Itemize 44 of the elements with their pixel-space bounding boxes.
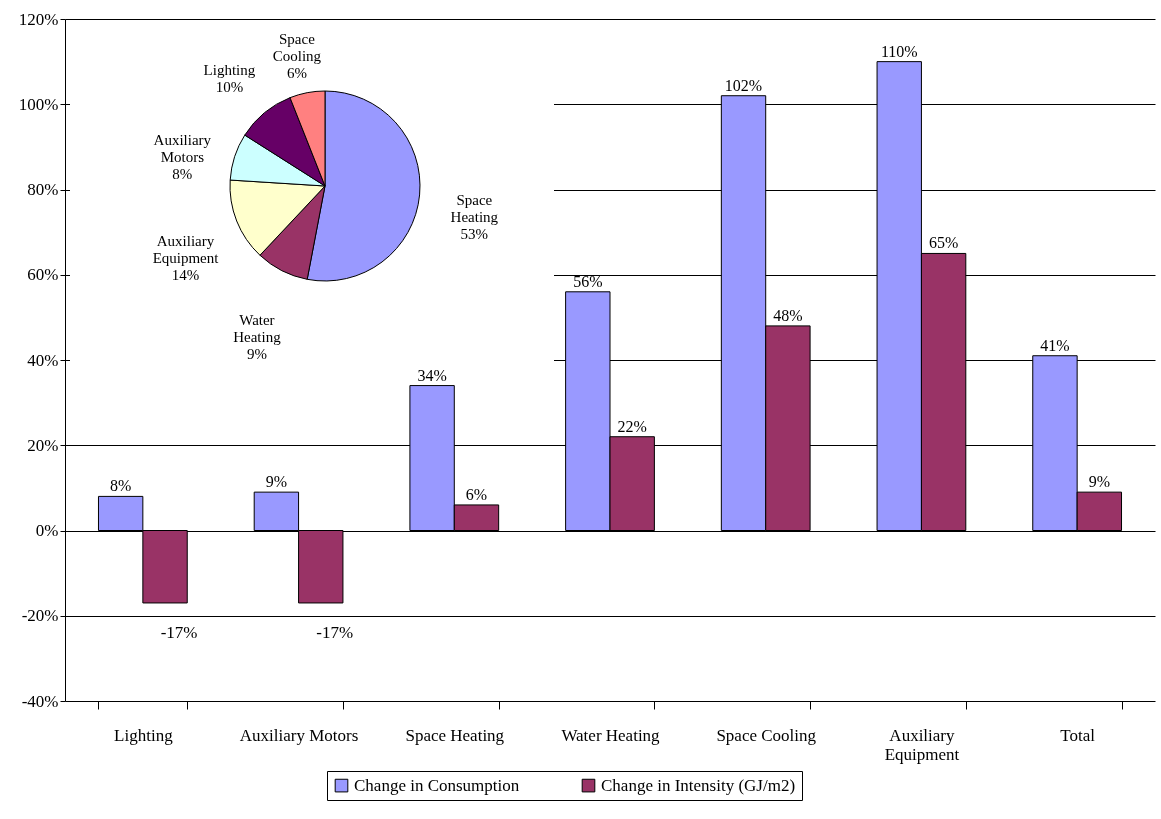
data-label: 14%	[171, 267, 200, 284]
data-label: 22%	[617, 417, 647, 435]
data-label: -17%	[316, 622, 354, 642]
x-tick-label: Space Heating	[405, 725, 505, 745]
slice-label: Water Heating	[233, 311, 282, 345]
y-tick-label: -20%	[21, 606, 59, 626]
data-label: 110%	[880, 42, 918, 60]
slice-label: Lighting	[203, 62, 256, 79]
y-tick-label: 0%	[35, 521, 59, 540]
y-tick-label: 40%	[27, 350, 59, 370]
legend-label: Change in Intensity (GJ/m2)	[601, 775, 796, 795]
data-label: 10%	[215, 79, 244, 96]
x-tick-label: Space Cooling	[716, 725, 817, 745]
data-label: 6%	[286, 64, 307, 81]
x-tick-label: Total	[1060, 725, 1096, 745]
data-label: 8%	[110, 477, 132, 495]
data-label: 6%	[465, 485, 488, 503]
data-label: 53%	[460, 226, 489, 243]
x-tick-label: Water Heating	[561, 725, 661, 745]
data-label: 41%	[1040, 336, 1070, 354]
x-tick-label: Lighting	[114, 725, 174, 745]
data-label: 34%	[417, 366, 447, 384]
data-label: 9%	[1088, 473, 1110, 491]
y-tick-label: 120%	[18, 9, 59, 29]
data-label: 65%	[928, 234, 959, 252]
slice-label: Auxiliary Motors	[153, 131, 212, 165]
slice-label: Auxiliary Equipment	[152, 233, 220, 267]
legend-label: Change in Consumption	[354, 775, 520, 795]
data-label: 48%	[773, 306, 803, 324]
y-tick-label: 20%	[27, 435, 59, 455]
y-tick-label: -40%	[21, 691, 59, 711]
data-label: 56%	[573, 272, 603, 290]
y-tick-label: 80%	[27, 180, 59, 199]
x-tick-label: Auxiliary Equipment	[884, 725, 960, 764]
x-tick-label: Auxiliary Motors	[239, 725, 359, 745]
data-label: 9%	[246, 345, 267, 362]
y-tick-label: 60%	[27, 265, 59, 285]
data-label: 8%	[172, 165, 193, 182]
slice-label: Space Cooling	[272, 30, 322, 64]
data-label: 9%	[265, 473, 288, 491]
slice-label: Space Heating	[450, 192, 499, 226]
y-tick-label: 100%	[18, 94, 59, 114]
data-label: -17%	[160, 622, 198, 642]
data-label: 102%	[724, 76, 763, 94]
